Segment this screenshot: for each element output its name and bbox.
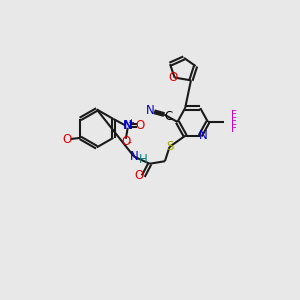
Text: N: N xyxy=(130,150,138,163)
Text: +: + xyxy=(127,118,134,127)
Text: O: O xyxy=(168,70,177,84)
Text: O: O xyxy=(136,119,145,132)
Text: O: O xyxy=(121,135,130,148)
Text: O: O xyxy=(62,133,71,146)
Text: F: F xyxy=(231,124,237,134)
Text: O: O xyxy=(134,169,144,182)
Text: F: F xyxy=(231,117,237,127)
Text: N: N xyxy=(123,119,133,132)
Text: C: C xyxy=(164,110,172,123)
Text: S: S xyxy=(166,140,173,153)
Text: N: N xyxy=(199,129,208,142)
Text: F: F xyxy=(231,110,237,120)
Text: H: H xyxy=(139,153,148,166)
Text: -: - xyxy=(127,137,131,147)
Text: N: N xyxy=(146,104,155,117)
